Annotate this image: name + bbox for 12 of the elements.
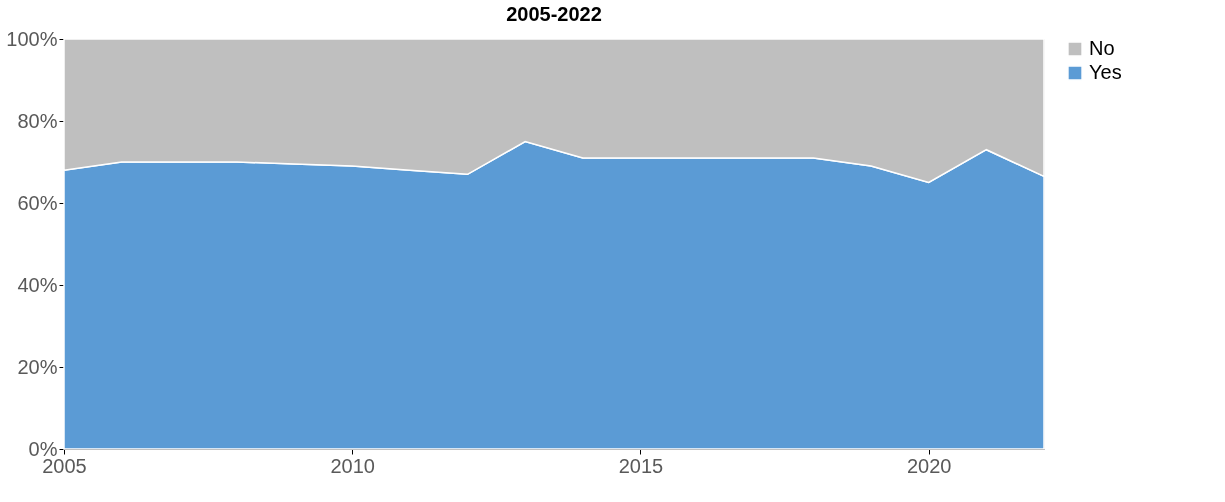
x-tick-label: 2015 [618,454,664,477]
x-tick-label: 2020 [906,454,952,477]
chart-title: 2005-2022 [506,3,602,25]
x-tick-label: 2010 [330,454,375,477]
y-tick-label: 40% [17,273,58,296]
legend-label: Yes [1089,61,1122,83]
legend-label: No [1089,37,1115,59]
y-tick-label: 60% [17,191,58,214]
y-tick-label: 100% [6,27,58,50]
y-tick-label: 80% [17,109,58,132]
y-tick-label: 0% [28,437,58,460]
y-tick-label: 20% [17,355,58,378]
